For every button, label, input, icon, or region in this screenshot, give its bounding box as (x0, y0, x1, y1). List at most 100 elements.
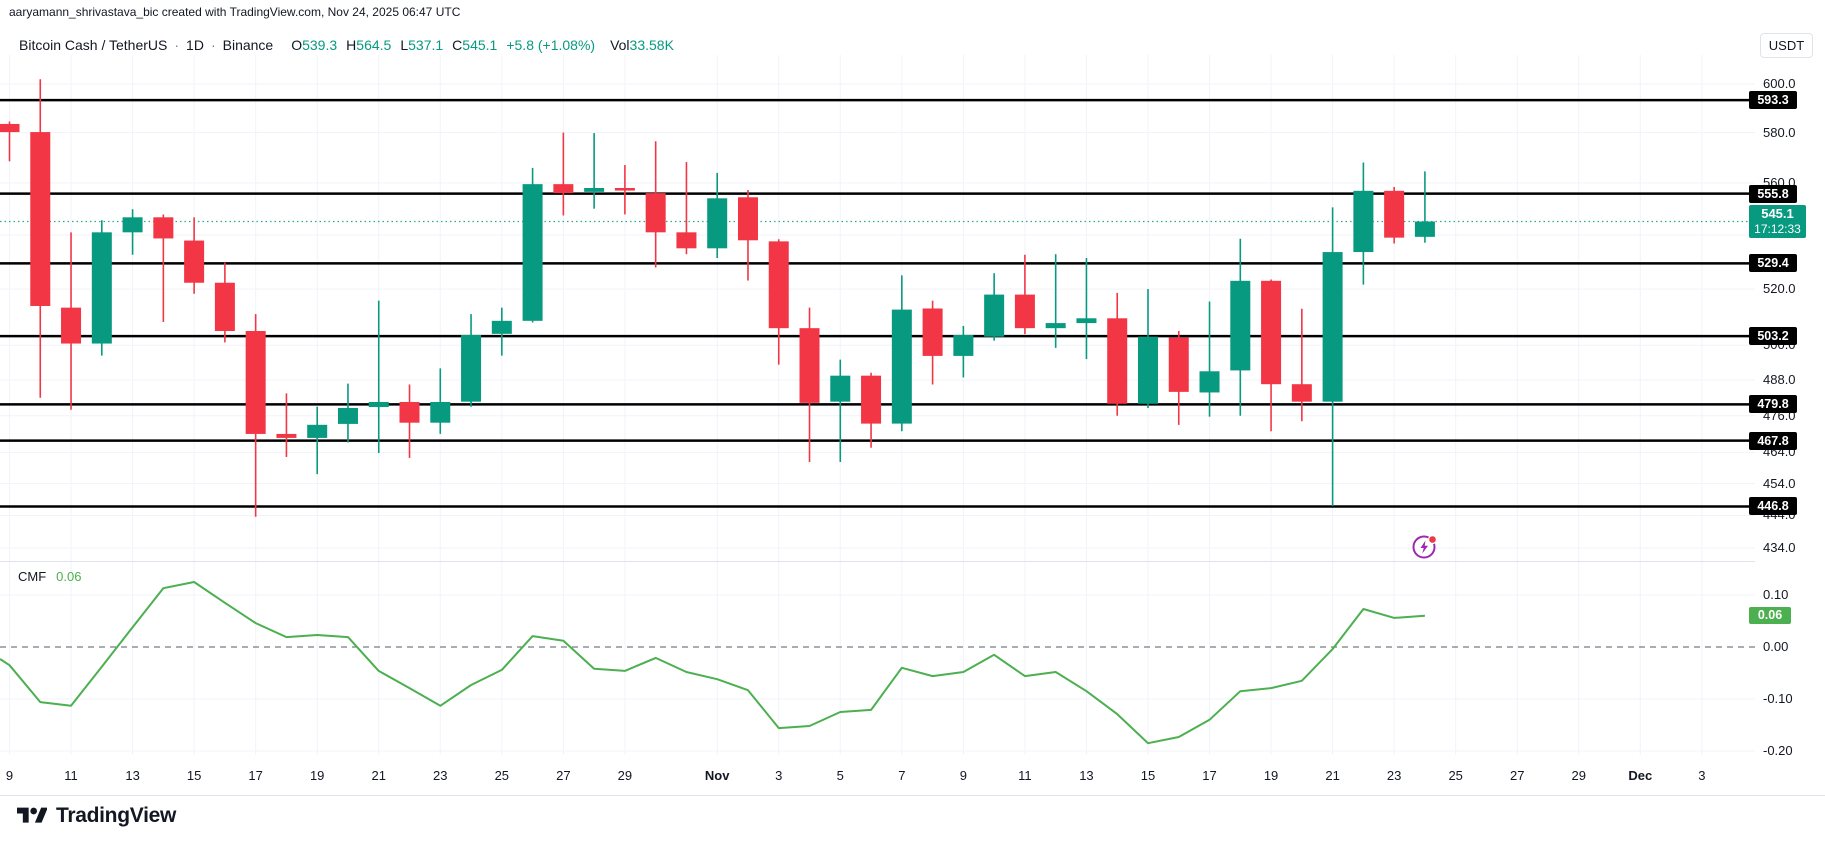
candle-body (461, 334, 482, 402)
candlestick (337, 383, 358, 443)
pane-separator[interactable] (0, 561, 1825, 562)
candlestick (1353, 162, 1374, 285)
time-axis-label: 25 (1448, 768, 1463, 783)
candlestick (553, 132, 574, 216)
currency-toggle-usdt[interactable]: USDT (1760, 33, 1813, 58)
symbol-info-bar[interactable]: Bitcoin Cash / TetherUS · 1D · Binance O… (19, 36, 683, 54)
candle-body (1322, 252, 1343, 402)
candlestick (430, 368, 451, 434)
candlestick (799, 307, 820, 462)
time-axis-label: 3 (1698, 768, 1706, 783)
time-axis[interactable]: 9 11 13 15 17 19 21 23 25 27 29 Nov 3 5 7 9 11 13 15 17 19 21… (0, 755, 1755, 795)
time-axis-label: 9 (5, 768, 14, 783)
candlestick (1384, 186, 1405, 244)
cmf-indicator-title[interactable]: CMF 0.06 (18, 569, 81, 584)
volume-value: 33.58K (629, 37, 674, 53)
candle-body (61, 307, 82, 344)
timeframe-label[interactable]: 1D (186, 37, 204, 53)
candle-body (984, 294, 1005, 337)
candle-body (1199, 371, 1220, 393)
candle-body (768, 241, 789, 329)
open-value: 539.3 (302, 37, 338, 53)
price-tick-label: 434.0 (1763, 540, 1796, 556)
quick-trade-lightning-icon[interactable] (1411, 533, 1439, 561)
candlestick (645, 141, 666, 268)
candle-body (676, 232, 697, 249)
candle-body (307, 424, 328, 438)
cmf-tick-label: 0.00 (1763, 639, 1789, 654)
candle-body (1353, 190, 1374, 253)
candlestick (1322, 207, 1343, 507)
time-axis-label: 21 (371, 768, 386, 783)
current-price-label: 545.1 17:12:33 (1749, 205, 1806, 238)
time-axis-label: 9 (959, 768, 967, 783)
level-price-label: 555.8 (1749, 184, 1797, 203)
candlestick (707, 172, 728, 258)
candle-body (614, 187, 635, 191)
time-axis-label: 29 (617, 768, 633, 783)
candle-body (1230, 280, 1251, 371)
candle-body (707, 198, 728, 249)
time-axis-label: 23 (433, 768, 448, 783)
candle-body (922, 308, 943, 356)
close-value: 545.1 (462, 37, 498, 53)
time-axis-label: 13 (125, 768, 140, 783)
tradingview-wordmark[interactable]: TradingView (56, 804, 177, 827)
candle-body (368, 401, 389, 408)
candlestick (1107, 292, 1128, 416)
open-label: O (291, 37, 303, 53)
level-price-label: 479.8 (1749, 395, 1797, 414)
candlestick (1199, 301, 1220, 417)
cmf-value: 0.06 (56, 569, 82, 584)
candlestick (861, 372, 882, 448)
candle-body (953, 334, 974, 356)
candlestick (399, 384, 420, 458)
level-price-label: 593.3 (1749, 91, 1797, 110)
candlestick (91, 220, 112, 356)
time-axis-label: 15 (1140, 768, 1156, 783)
level-price-label: 529.4 (1749, 254, 1797, 273)
candle-body (276, 433, 297, 438)
candle-body (491, 320, 512, 334)
candlestick (768, 239, 789, 365)
time-axis-label: 21 (1325, 768, 1340, 783)
candlestick (307, 406, 328, 475)
symbol-title[interactable]: Bitcoin Cash / TetherUS (19, 37, 168, 53)
candlestick (1014, 254, 1035, 335)
cmf-label: CMF (18, 569, 47, 584)
tradingview-logo-icon[interactable] (17, 804, 48, 828)
candlestick (1076, 257, 1097, 360)
candle-body (1384, 190, 1405, 238)
cmf-tick-label: 0.10 (1763, 587, 1789, 602)
candle-body (153, 217, 174, 239)
time-axis-label: 11 (64, 768, 78, 783)
cmf-axis-value-label: 0.06 (1749, 607, 1791, 625)
candlestick (276, 393, 297, 457)
candlestick (461, 314, 482, 407)
candle-body (245, 331, 266, 434)
candlestick (984, 273, 1005, 341)
candlestick (830, 359, 851, 462)
candlestick (522, 167, 543, 323)
time-axis-label: 27 (1509, 768, 1525, 783)
time-axis-label: 23 (1386, 768, 1402, 783)
time-axis-label: 29 (1571, 768, 1586, 783)
candle-body (0, 123, 20, 133)
candlestick (1291, 308, 1312, 422)
candle-body (584, 187, 605, 192)
candle-body (1137, 336, 1158, 404)
candle-body (337, 407, 358, 424)
volume-label: Vol (610, 37, 630, 53)
time-axis-label: 27 (556, 768, 571, 783)
candlestick (1414, 171, 1435, 243)
price-axis[interactable]: USDT 545.1 17:12:33 0.06 600.0 580.0 560.0… (1749, 25, 1825, 795)
exchange-label: Binance (222, 37, 274, 53)
price-chart-canvas[interactable] (0, 0, 1755, 795)
candle-body (522, 184, 543, 321)
ohlc-readout: O 539.3 H 564.5 L 537.1 C 545.1 +5.8 (+1.08%… (291, 37, 604, 53)
candlestick (245, 314, 266, 517)
time-axis-label: 19 (1263, 768, 1279, 783)
level-price-label: 446.8 (1749, 497, 1797, 516)
candle-body (1291, 384, 1312, 402)
